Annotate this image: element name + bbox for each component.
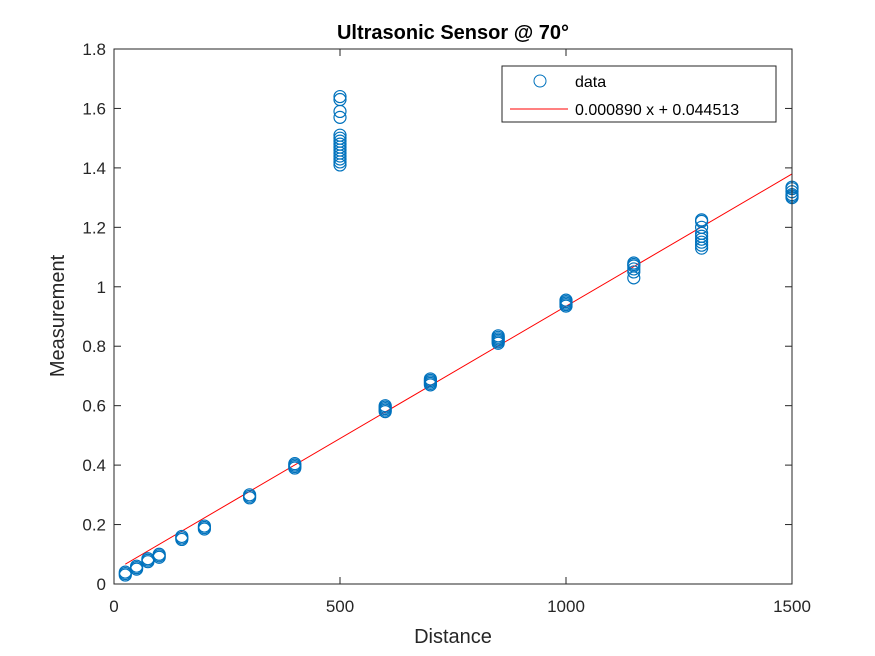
data-point [627,265,641,279]
fit-line [125,173,793,565]
data-point [333,92,347,107]
y-tick-label: 1.6 [82,99,106,118]
data-point [333,131,347,145]
y-tick-label: 0.2 [82,516,106,535]
y-tick-label: 0 [97,575,106,594]
y-tick-label: 0.6 [82,397,106,416]
y-tick-label: 1.8 [82,40,106,59]
x-axis-label: Distance [414,626,492,648]
y-axis-label: Measurement [47,254,69,377]
data-point [559,293,573,307]
data-point [627,256,641,270]
data-point [333,110,347,124]
data-point [175,529,189,544]
legend-marker-data [533,74,547,88]
data-point [378,399,392,413]
x-tick-label: 0 [109,597,118,616]
y-tick-label: 1.2 [82,218,106,237]
data-point [333,137,347,151]
data-point [333,128,347,142]
y-tick-label: 0.4 [82,456,106,475]
legend-box [501,65,777,123]
data-point [130,559,144,573]
legend-label-fit: 0.000890 x + 0.044513 [575,102,739,119]
data-point [694,235,709,249]
data-point [288,457,302,471]
y-tick-label: 0.8 [82,337,106,356]
fit-line-layer [125,173,793,565]
plot-area [114,49,792,584]
legend-label-data: data [575,74,606,91]
data-point [694,229,709,243]
chart-title: Ultrasonic Sensor @ 70° [337,22,569,44]
data-point [333,134,347,148]
y-tick-label: 1.4 [82,159,106,178]
data-point [423,372,437,386]
x-tick-label: 1500 [773,597,811,616]
legend: data 0.000890 x + 0.044513 [501,65,777,123]
x-ticks: 0 500 1000 1500 [109,49,811,616]
data-point [333,89,347,104]
data-points-layer [118,89,799,582]
data-point [694,213,709,227]
y-ticks: 0 0.2 0.4 0.6 0.8 1 1.2 1.4 1.6 1.8 [82,40,792,594]
x-tick-label: 1000 [547,597,585,616]
data-point [694,220,709,234]
x-tick-label: 500 [326,597,354,616]
data-point [627,262,641,276]
axes-box [113,48,793,585]
data-point [491,329,505,343]
y-tick-label: 1 [97,278,106,297]
data-point [243,488,257,502]
data-point [152,547,166,561]
data-point [197,519,211,533]
